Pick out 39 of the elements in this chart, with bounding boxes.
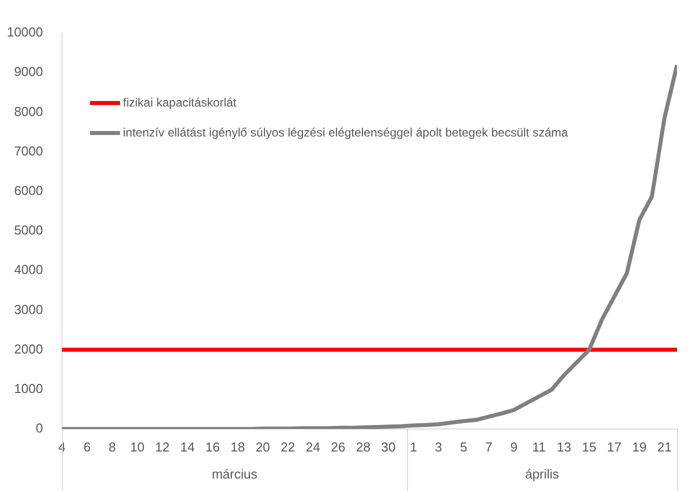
y-tick-label: 8000: [14, 104, 43, 119]
y-tick-label: 0: [36, 420, 43, 436]
x-tick-label: 16: [205, 439, 220, 454]
x-tick-label: 5: [460, 439, 468, 454]
y-tick-label: 10000: [6, 24, 43, 40]
x-tick-label: 14: [180, 439, 195, 454]
x-tick-label: 11: [532, 439, 546, 454]
x-tick-label: 3: [434, 439, 442, 454]
x-tick-label: 21: [657, 439, 672, 454]
x-tick-label: 8: [108, 439, 116, 454]
y-tick-label: 6000: [14, 182, 43, 198]
x-tick-label: 13: [556, 439, 572, 454]
x-tick-label: 6: [83, 439, 91, 454]
y-tick-label: 3000: [14, 302, 43, 317]
x-tick-label: 17: [607, 439, 622, 454]
x-tick-label: 19: [632, 439, 647, 454]
x-tick-label: 20: [256, 439, 270, 454]
text: április: [525, 466, 560, 482]
x-tick-label: 22: [280, 439, 296, 454]
x-tick-label: 15: [582, 439, 596, 454]
x-tick-label: 12: [155, 439, 170, 454]
y-tick-label: 2000: [14, 341, 43, 356]
y-tick-label: 1000: [14, 380, 43, 396]
y-tick-label: 5000: [14, 222, 43, 238]
x-tick-label: 26: [330, 439, 346, 454]
legend-label: intenzív ellátást igénylő súlyos légzési elégtelenséggel ápolt betegek becsült száma: [123, 125, 568, 140]
x-tick-label: 30: [381, 439, 396, 454]
x-tick-label: 7: [485, 439, 492, 454]
x-tick-label: 18: [230, 439, 245, 454]
y-tick-label: 7000: [14, 143, 43, 158]
text: március: [212, 466, 258, 482]
legend-label: fizikai kapacitáskorlát: [123, 95, 238, 110]
x-tick-label: 24: [306, 439, 320, 454]
x-tick-label: 1: [410, 439, 418, 454]
x-tick-label: 9: [510, 439, 518, 454]
x-tick-label: 10: [130, 439, 145, 454]
y-tick-label: 4000: [14, 262, 43, 278]
x-tick-label: 28: [356, 439, 370, 454]
y-tick-label: 9000: [14, 64, 43, 80]
